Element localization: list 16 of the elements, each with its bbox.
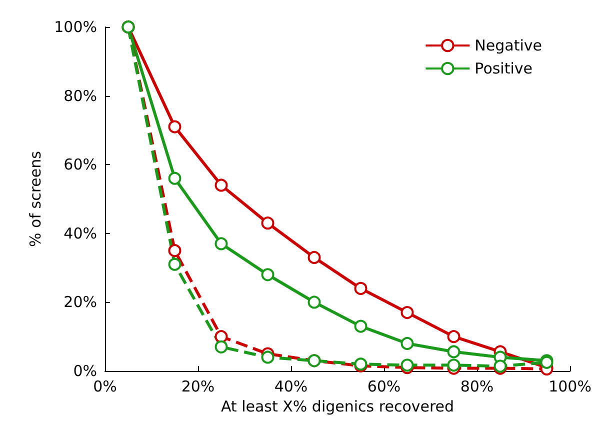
y-tick-label: 20% — [64, 293, 97, 312]
y-tick-label: 80% — [64, 86, 97, 105]
y-axis-title: % of screens — [26, 150, 44, 247]
x-tick-label: 60% — [367, 378, 401, 396]
y-tick-label: 0% — [73, 362, 97, 380]
y-tick-label: 100% — [54, 18, 97, 36]
x-tick-label: 80% — [460, 378, 494, 396]
y-tick-label: 60% — [64, 156, 97, 174]
x-tick-label: 20% — [181, 378, 215, 396]
legend-label: Negative — [474, 36, 542, 54]
legend-label: Positive — [474, 60, 533, 78]
y-tick-label: 40% — [64, 224, 97, 242]
x-tick-label: 40% — [274, 378, 308, 396]
x-tick-label: 0% — [93, 378, 117, 396]
x-tick-label: 100% — [548, 378, 592, 396]
x-axis-title: At least X% digenics recovered — [220, 397, 454, 416]
